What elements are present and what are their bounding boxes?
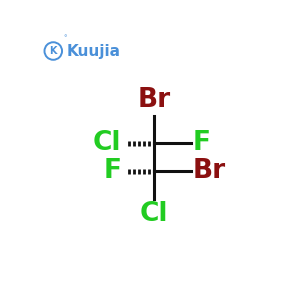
Text: Cl: Cl xyxy=(140,201,168,227)
Text: °: ° xyxy=(63,35,67,41)
Text: Kuujia: Kuujia xyxy=(66,44,120,59)
Text: Cl: Cl xyxy=(93,130,122,156)
Text: Br: Br xyxy=(193,158,226,184)
Text: Br: Br xyxy=(137,87,170,113)
Text: F: F xyxy=(103,158,122,184)
Text: K: K xyxy=(50,46,57,56)
Text: F: F xyxy=(193,130,211,156)
